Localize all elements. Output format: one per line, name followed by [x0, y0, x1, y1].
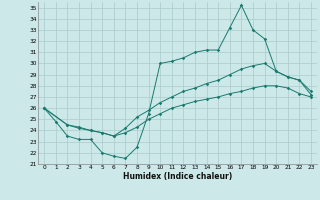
X-axis label: Humidex (Indice chaleur): Humidex (Indice chaleur) — [123, 172, 232, 181]
